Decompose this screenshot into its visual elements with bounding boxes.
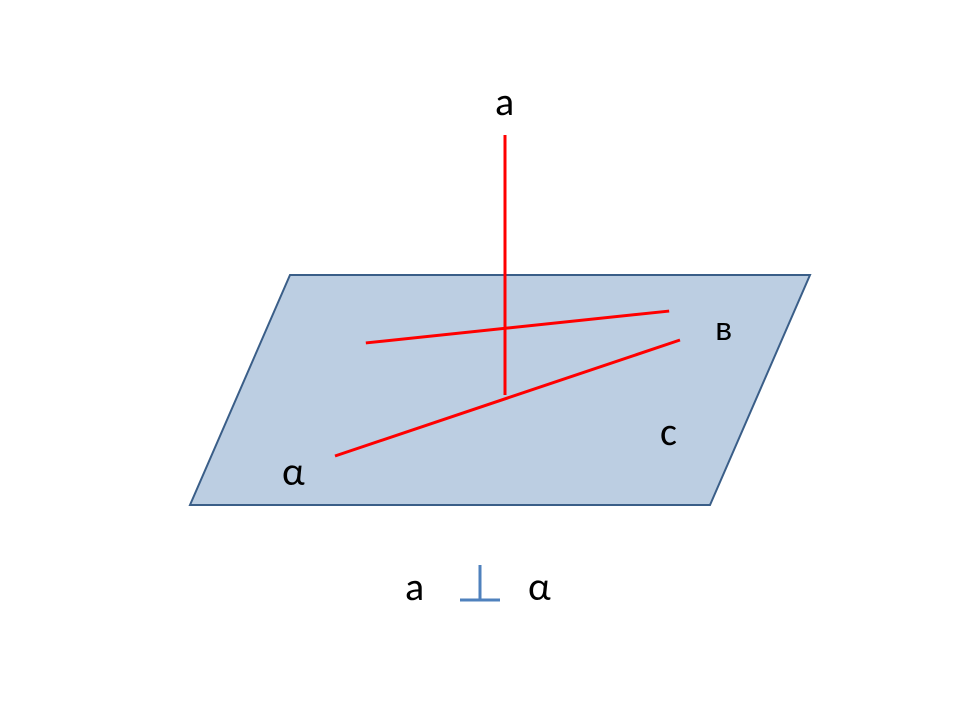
relation-alpha: α (528, 562, 551, 611)
label-a: a (495, 77, 514, 126)
label-b: в (715, 306, 732, 350)
label-alpha: α (282, 447, 305, 496)
diagram-canvas: a в c α a α (0, 0, 960, 720)
label-c: c (660, 407, 677, 456)
perpendicular-icon (460, 565, 500, 600)
relation-a: a (405, 562, 424, 611)
